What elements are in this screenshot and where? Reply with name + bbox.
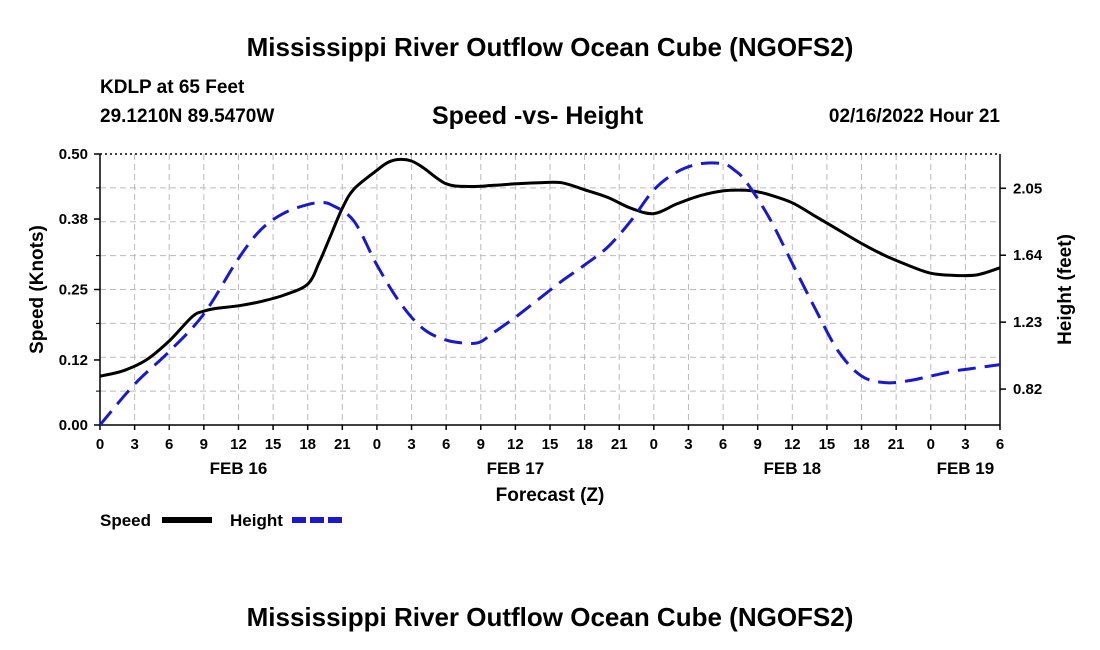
x-tick-label: 0 (927, 436, 935, 453)
x-tick-label: 3 (407, 436, 415, 453)
chart-subtitle: Speed -vs- Height (432, 102, 644, 130)
y-axis-title: Speed (Knots) (27, 225, 48, 354)
x-tick-label: 3 (684, 436, 692, 453)
x-tick-label: 6 (165, 436, 173, 453)
x-date-label: FEB 17 (487, 459, 545, 478)
y-tick-label: 0.00 (59, 417, 88, 434)
x-tick-label: 18 (299, 436, 316, 453)
x-tick-label: 21 (334, 436, 351, 453)
x-tick-label: 9 (477, 436, 485, 453)
station-label: KDLP at 65 Feet (100, 77, 245, 98)
y2-tick-label: 2.05 (1013, 180, 1042, 197)
x-date-label: FEB 18 (763, 459, 821, 478)
x-tick-label: 18 (853, 436, 870, 453)
x-date-label: FEB 16 (210, 459, 268, 478)
series-line-speed (99, 157, 1001, 378)
x-tick-label: 6 (996, 436, 1004, 453)
x-tick-label: 15 (265, 436, 282, 453)
y-tick-label: 0.38 (59, 211, 88, 228)
x-tick-label: 9 (754, 436, 762, 453)
y-tick-label: 0.12 (59, 352, 88, 369)
x-axis-title: Forecast (Z) (496, 485, 605, 506)
y-tick-label: 0.50 (59, 146, 88, 163)
chart-main-title: Mississippi River Outflow Ocean Cube (NG… (246, 32, 854, 62)
x-tick-label: 12 (784, 436, 801, 453)
run-time-label: 02/16/2022 Hour 21 (828, 106, 1000, 127)
x-tick-label: 6 (442, 436, 450, 453)
x-tick-label: 0 (96, 436, 104, 453)
legend-label-speed: Speed (100, 511, 151, 530)
x-tick-label: 15 (819, 436, 836, 453)
series-line-height (98, 161, 1001, 426)
y2-tick-label: 0.82 (1013, 381, 1042, 398)
y2-tick-label: 1.23 (1013, 314, 1042, 331)
x-tick-label: 18 (576, 436, 593, 453)
x-tick-label: 0 (373, 436, 381, 453)
y2-axis-title: Height (feet) (1055, 234, 1076, 345)
x-tick-label: 3 (961, 436, 969, 453)
x-tick-label: 12 (230, 436, 247, 453)
x-tick-label: 21 (611, 436, 628, 453)
coordinates-label: 29.1210N 89.5470W (100, 106, 275, 127)
x-date-label: FEB 19 (937, 459, 995, 478)
y-tick-label: 0.25 (59, 282, 88, 299)
x-tick-label: 15 (542, 436, 559, 453)
x-tick-label: 9 (200, 436, 208, 453)
x-tick-label: 21 (888, 436, 905, 453)
x-tick-label: 6 (719, 436, 727, 453)
legend-label-height: Height (230, 511, 283, 530)
x-tick-label: 3 (130, 436, 138, 453)
x-tick-label: 0 (650, 436, 658, 453)
x-tick-label: 12 (507, 436, 524, 453)
footer-title: Mississippi River Outflow Ocean Cube (NG… (246, 602, 854, 632)
y2-tick-label: 1.64 (1013, 247, 1043, 264)
